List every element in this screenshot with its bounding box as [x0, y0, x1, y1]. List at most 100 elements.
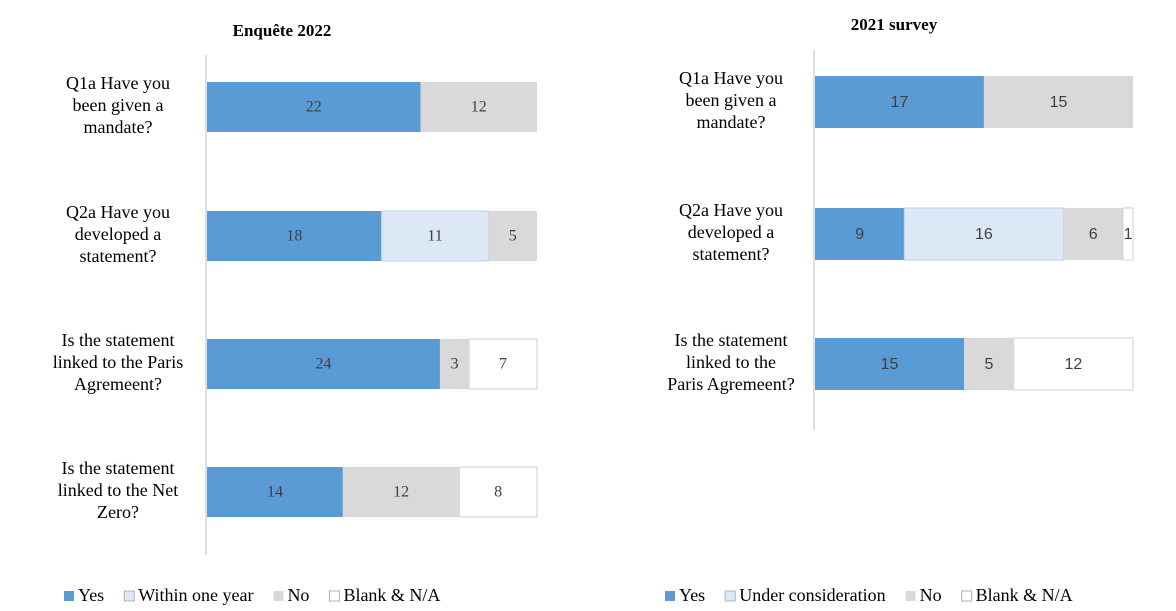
data-label: 18	[286, 228, 302, 245]
bar-segment-no	[439, 339, 470, 389]
bar-segment-blank-n-a	[458, 466, 538, 518]
category-label: Is the statement linked to the Paris Agrem…	[53, 330, 183, 394]
data-label: 15	[881, 356, 899, 373]
bar-segment-no	[420, 82, 537, 132]
chart-panel-2021: 2021 survey Q1a Have you been given a mand…	[665, 15, 1134, 605]
category-label: Q2a Have you developed a statement?	[66, 202, 170, 266]
bar-segment-yes	[815, 76, 984, 128]
category-label: Q1a Have you been given a mandate?	[66, 73, 170, 137]
data-label: 1	[1124, 226, 1133, 243]
category-label-line: linked to the	[686, 352, 776, 372]
category-label-line: Q2a Have you	[679, 200, 783, 220]
bar-segment-yes	[207, 339, 440, 389]
category-label-line: developed a	[75, 224, 161, 244]
category-label-line: mandate?	[697, 112, 766, 132]
chart-panel-2022: Enquête 2022 Q1a Have you been given a man…	[53, 21, 538, 605]
legend-item: No	[273, 585, 309, 605]
bar-segment-blank-n-a	[1013, 337, 1134, 391]
legend: Yes Under consideration No Blank & N/A	[665, 585, 1073, 605]
bar-segment-yes	[815, 338, 965, 390]
legend-label: Yes	[78, 585, 104, 605]
legend-swatch	[724, 590, 736, 602]
category-label-line: statement?	[693, 244, 770, 264]
data-label: 5	[509, 228, 517, 245]
category-label-line: linked to the Net	[58, 480, 178, 500]
category-label-line: Zero?	[97, 502, 139, 522]
data-label: 6	[1089, 226, 1098, 243]
category-label-line: been given a	[686, 90, 777, 110]
data-label: 14	[267, 484, 283, 501]
legend-label: No	[920, 585, 942, 605]
legend-label: Blank & N/A	[976, 585, 1073, 605]
legend-label: Under consideration	[739, 585, 885, 605]
category-label-line: Is the statement	[675, 330, 788, 350]
legend-swatch	[328, 590, 340, 602]
legend-swatch	[961, 590, 973, 602]
bar-segment-no	[488, 211, 537, 261]
category-label: Is the statement linked to the Paris Agrem…	[667, 330, 794, 394]
category-label: Q2a Have you developed a statement?	[679, 200, 783, 264]
data-label: 11	[427, 228, 442, 245]
category-label-line: Paris Agremeent?	[667, 374, 794, 394]
data-labels: 17 15 9 16 6 1 15 5 12	[855, 94, 1132, 373]
category-label-line: Q1a Have you	[679, 68, 783, 88]
category-label-line: Q2a Have you	[66, 202, 170, 222]
legend-item: Within one year	[123, 585, 253, 605]
legend-swatch	[905, 591, 916, 601]
bar-segment-no	[342, 467, 460, 517]
category-label-line: linked to the Paris	[53, 352, 183, 372]
data-label: 22	[306, 99, 322, 116]
category-label-line: Is the statement	[62, 458, 175, 478]
category-label-line: developed a	[688, 222, 774, 242]
legend-item: Under consideration	[724, 585, 886, 605]
legend-label: Within one year	[138, 585, 253, 605]
bar-segment-yes	[815, 208, 905, 260]
chart-title: Enquête 2022	[233, 21, 332, 40]
data-label: 15	[1050, 94, 1068, 111]
legend-swatch	[64, 591, 74, 601]
category-label-line: Agremeent?	[74, 374, 162, 394]
category-label-line: mandate?	[84, 117, 153, 137]
bar-segment-blank-n-a	[468, 338, 538, 390]
legend-label: Blank & N/A	[343, 585, 440, 605]
data-label: 3	[451, 356, 459, 373]
data-labels: 22 12 18 11 5 24 3 7 14 12 8	[267, 99, 517, 501]
data-label: 17	[891, 94, 909, 111]
data-label: 12	[471, 99, 487, 116]
data-label: 5	[984, 356, 993, 373]
data-label: 24	[315, 356, 331, 373]
legend-item: No	[905, 585, 942, 605]
data-label: 12	[1064, 356, 1082, 373]
bar-segment-no	[983, 76, 1133, 128]
bar-segment-under-consideration	[903, 207, 1065, 261]
data-label: 8	[494, 484, 502, 501]
legend-item: Yes	[665, 585, 705, 605]
legend-item: Blank & N/A	[961, 585, 1073, 605]
legend-swatch	[665, 591, 675, 601]
data-label: 16	[975, 226, 993, 243]
category-label-line: statement?	[80, 246, 157, 266]
data-label: 7	[499, 356, 507, 373]
bar-segment-no	[1063, 208, 1124, 260]
category-label: Q1a Have you been given a mandate?	[679, 68, 783, 132]
legend-swatch	[123, 590, 135, 602]
legend-item: Yes	[64, 585, 104, 605]
legend-label: Yes	[679, 585, 705, 605]
legend-label: No	[287, 585, 309, 605]
category-labels: Q1a Have you been given a mandate? Q2a Have…	[53, 73, 183, 522]
bar-segment-yes	[207, 211, 382, 261]
bar-segment-no	[964, 338, 1014, 390]
bar-segment-yes	[207, 467, 343, 517]
category-label: Is the statement linked to the Net Zero?	[58, 458, 178, 522]
legend: Yes Within one year No Blank & N/A	[64, 585, 440, 605]
bar-segment-yes	[207, 82, 421, 132]
category-label-line: been given a	[73, 95, 164, 115]
data-label: 12	[393, 484, 409, 501]
category-label-line: Q1a Have you	[66, 73, 170, 93]
legend-swatch	[273, 591, 284, 601]
legend-item: Blank & N/A	[328, 585, 440, 605]
bar-segments	[207, 82, 538, 518]
category-label-line: Is the statement	[62, 330, 175, 350]
